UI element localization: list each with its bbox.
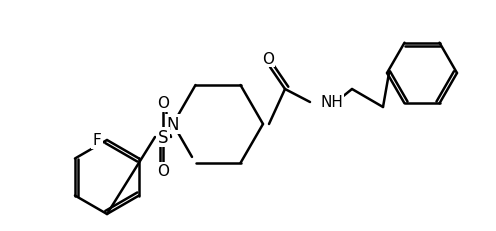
Text: N: N <box>167 116 179 134</box>
Text: NH: NH <box>320 95 343 110</box>
Text: O: O <box>157 96 169 111</box>
Text: O: O <box>262 51 274 66</box>
Text: O: O <box>157 164 169 179</box>
Text: S: S <box>158 128 168 146</box>
Text: F: F <box>93 133 101 148</box>
